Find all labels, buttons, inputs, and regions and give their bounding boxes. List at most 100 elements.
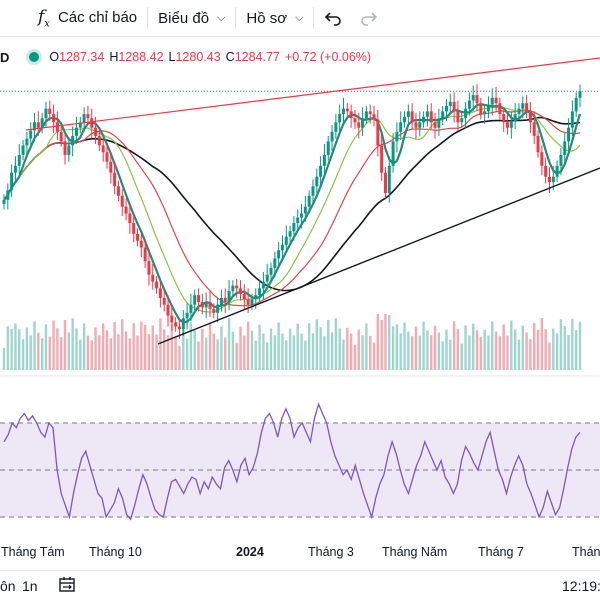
volume-bar <box>498 336 502 370</box>
volume-bar <box>40 338 44 370</box>
candle-body <box>563 141 567 155</box>
candle-body <box>494 97 498 104</box>
range-button-1m[interactable]: 1n <box>22 578 38 594</box>
volume-bar <box>376 314 380 370</box>
volume-bar <box>468 335 471 370</box>
candle-body <box>502 114 506 123</box>
profile-button[interactable]: Hồ sơ ⌵ <box>246 10 303 27</box>
volume-bar <box>540 318 544 370</box>
volume-bar <box>254 340 257 370</box>
candle-body <box>10 172 14 191</box>
volume-bar <box>86 335 90 370</box>
volume-bar <box>410 336 414 370</box>
volume-bar <box>304 340 307 370</box>
volume-bar <box>361 335 364 370</box>
indicators-button[interactable]: fx Các chỉ báo <box>38 7 137 29</box>
volume-bar <box>143 325 147 370</box>
symbol-fragment: D <box>0 49 10 65</box>
candle-body <box>509 120 513 128</box>
candle-body <box>227 291 231 302</box>
volume-bar <box>63 320 67 370</box>
resistance-trendline <box>25 57 600 131</box>
support-trendline <box>157 167 600 345</box>
price-chart[interactable]: Tháng Tám Tháng 10 2024 Tháng 3 Tháng Năm Thá… <box>0 36 600 570</box>
candle-body <box>357 122 361 128</box>
candle-body <box>143 247 147 262</box>
candle-body <box>315 176 319 187</box>
candle-body <box>151 274 155 282</box>
volume-bar <box>220 326 223 370</box>
candle-body <box>71 135 75 146</box>
volume-bar <box>521 325 524 370</box>
candle-body <box>269 267 273 275</box>
volume-bar <box>163 329 166 370</box>
volume-bar <box>189 322 193 370</box>
redo-button[interactable] <box>360 9 378 27</box>
close-value: 1284.77 <box>234 50 280 64</box>
volume-bar <box>578 321 582 370</box>
ohlc-legend: D O 1287.34 H 1288.42 L 1280.43 C 1284.77 +0… <box>0 47 376 67</box>
candle-body <box>36 122 40 128</box>
volume-bar <box>170 324 174 370</box>
candle-body <box>322 154 326 166</box>
volume-bar <box>60 337 63 370</box>
volume-bar <box>433 325 437 370</box>
volume-bar <box>6 326 10 370</box>
volume-bar <box>52 320 55 370</box>
chevron-down-icon: ⌵ <box>295 11 304 24</box>
candle-body <box>200 301 204 308</box>
chart-type-button[interactable]: Biểu đồ ⌵ <box>158 10 225 27</box>
volume-bar <box>311 333 315 370</box>
volume-bar <box>243 335 246 370</box>
candle-body <box>48 108 52 115</box>
calendar-range-icon[interactable] <box>58 576 76 597</box>
x-axis-label: Tháng 10 <box>89 545 142 559</box>
toolbar-divider <box>147 7 149 29</box>
candle-body <box>528 111 532 123</box>
profile-label: Hồ sơ <box>246 9 288 27</box>
candle-body <box>307 195 311 207</box>
candle-body <box>277 250 281 259</box>
candle-body <box>338 114 342 123</box>
candle-body <box>246 299 250 305</box>
candle-body <box>578 91 582 98</box>
candle-body <box>311 186 315 196</box>
candle-body <box>40 118 44 128</box>
undo-button[interactable] <box>324 9 342 27</box>
candle-body <box>536 135 540 153</box>
range-button-partial[interactable]: ôn <box>0 578 16 594</box>
volume-bar <box>292 335 296 370</box>
candle-body <box>551 176 555 183</box>
volume-bar <box>479 337 483 370</box>
candle-body <box>326 141 330 155</box>
candle-body <box>29 130 33 139</box>
volume-bar <box>555 333 559 370</box>
volume-bar <box>323 336 326 370</box>
volume-bar <box>21 339 25 370</box>
volume-bar <box>94 327 97 370</box>
volume-bar <box>56 328 59 370</box>
candle-body <box>532 122 536 136</box>
volume-bar <box>441 341 444 370</box>
volume-bar <box>212 333 216 370</box>
candle-body <box>90 118 94 128</box>
volume-bar <box>269 328 273 370</box>
volume-bar <box>300 333 303 370</box>
candle-body <box>128 213 132 224</box>
candle-body <box>460 118 464 123</box>
candle-body <box>177 326 181 330</box>
volume-bar <box>483 329 486 370</box>
candle-body <box>330 131 334 142</box>
candle-body <box>334 122 338 132</box>
market-status-icon <box>29 52 40 62</box>
top-toolbar: fx Các chỉ báo Biểu đồ ⌵ Hồ sơ ⌵ <box>0 0 600 37</box>
volume-bar <box>452 321 456 370</box>
candle-body <box>120 195 124 207</box>
volume-bar <box>460 343 463 370</box>
candle-body <box>242 293 246 300</box>
candle-body <box>55 122 59 132</box>
volume-bar <box>48 336 51 370</box>
volume-bar <box>124 331 128 370</box>
volume-bar <box>273 335 277 370</box>
candle-body <box>109 161 113 173</box>
